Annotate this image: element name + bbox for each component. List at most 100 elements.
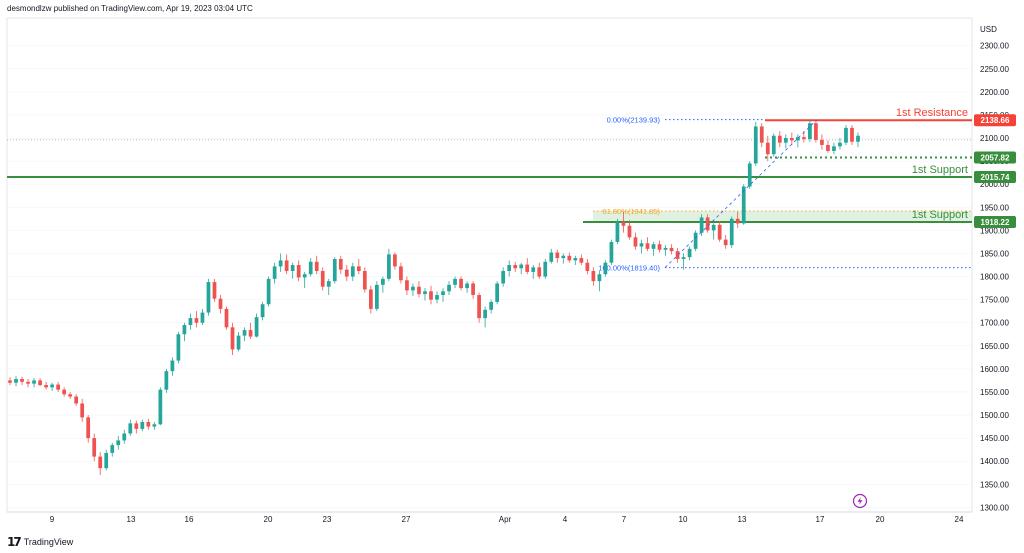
- candle[interactable]: [621, 211, 626, 233]
- candle[interactable]: [543, 258, 548, 279]
- candle[interactable]: [651, 241, 656, 256]
- candle[interactable]: [573, 255, 578, 265]
- candle[interactable]: [320, 267, 325, 291]
- candle[interactable]: [483, 306, 487, 328]
- candle[interactable]: [326, 278, 331, 296]
- candle[interactable]: [423, 288, 427, 301]
- candle[interactable]: [224, 306, 229, 330]
- candle[interactable]: [417, 281, 421, 298]
- candle[interactable]: [381, 276, 385, 293]
- candle[interactable]: [152, 421, 157, 430]
- candle[interactable]: [681, 253, 686, 270]
- candle[interactable]: [212, 278, 217, 302]
- candle[interactable]: [808, 119, 812, 142]
- candle[interactable]: [375, 281, 379, 312]
- candle[interactable]: [254, 313, 259, 338]
- candle[interactable]: [826, 140, 830, 153]
- candle[interactable]: [302, 271, 307, 289]
- candle[interactable]: [104, 449, 109, 471]
- candle[interactable]: [290, 262, 295, 279]
- candle[interactable]: [717, 221, 722, 242]
- candle[interactable]: [729, 216, 734, 248]
- candle[interactable]: [266, 276, 271, 307]
- candle[interactable]: [537, 262, 542, 279]
- candle[interactable]: [242, 327, 247, 342]
- candle[interactable]: [86, 415, 91, 443]
- candle[interactable]: [832, 142, 836, 155]
- candle[interactable]: [248, 322, 253, 339]
- candle[interactable]: [308, 258, 313, 277]
- candle[interactable]: [711, 223, 716, 240]
- candle[interactable]: [844, 125, 848, 145]
- candle[interactable]: [158, 387, 163, 426]
- candle[interactable]: [260, 301, 265, 321]
- candle[interactable]: [429, 285, 433, 305]
- candle[interactable]: [603, 260, 608, 277]
- candle[interactable]: [8, 377, 12, 386]
- candle[interactable]: [591, 267, 596, 286]
- candle[interactable]: [561, 253, 566, 264]
- candle[interactable]: [146, 418, 151, 430]
- candle[interactable]: [753, 121, 758, 166]
- candle[interactable]: [116, 435, 121, 450]
- candle[interactable]: [230, 322, 235, 356]
- candle[interactable]: [627, 220, 632, 240]
- candle[interactable]: [44, 381, 48, 390]
- candle[interactable]: [687, 246, 692, 261]
- candle[interactable]: [579, 254, 584, 265]
- candle[interactable]: [20, 376, 24, 386]
- candle[interactable]: [56, 381, 60, 392]
- candle[interactable]: [194, 311, 199, 328]
- candle[interactable]: [393, 252, 397, 270]
- candle[interactable]: [272, 262, 277, 284]
- candle[interactable]: [495, 281, 500, 305]
- candle[interactable]: [471, 281, 475, 299]
- candle[interactable]: [236, 331, 241, 352]
- candle[interactable]: [465, 281, 469, 293]
- candle[interactable]: [795, 134, 800, 148]
- candle[interactable]: [639, 239, 644, 254]
- candle[interactable]: [182, 322, 187, 342]
- candle[interactable]: [693, 230, 698, 252]
- candle[interactable]: [549, 248, 554, 264]
- candle[interactable]: [74, 394, 79, 406]
- candle[interactable]: [176, 331, 181, 364]
- candle[interactable]: [802, 131, 806, 143]
- candle[interactable]: [597, 271, 602, 292]
- candle[interactable]: [441, 288, 445, 302]
- candle[interactable]: [585, 258, 590, 275]
- candle[interactable]: [332, 257, 337, 284]
- candle[interactable]: [356, 258, 361, 275]
- candle[interactable]: [663, 245, 668, 256]
- candle[interactable]: [459, 276, 463, 291]
- candle[interactable]: [850, 125, 854, 145]
- plot-area[interactable]: [6, 17, 973, 513]
- lightning-icon[interactable]: [852, 493, 868, 509]
- candle[interactable]: [14, 375, 18, 387]
- candle[interactable]: [344, 265, 349, 282]
- candle[interactable]: [447, 281, 451, 296]
- candle[interactable]: [399, 262, 403, 284]
- candle[interactable]: [675, 247, 680, 263]
- candle[interactable]: [741, 184, 746, 225]
- candle[interactable]: [615, 218, 620, 245]
- candle[interactable]: [284, 254, 289, 275]
- candle[interactable]: [164, 368, 169, 393]
- candle[interactable]: [759, 123, 764, 148]
- candle[interactable]: [387, 248, 391, 282]
- candle[interactable]: [338, 255, 343, 275]
- candle[interactable]: [567, 252, 572, 263]
- candle[interactable]: [128, 419, 133, 436]
- candle[interactable]: [735, 211, 740, 229]
- candle[interactable]: [26, 379, 30, 388]
- candle[interactable]: [140, 419, 145, 432]
- candle[interactable]: [555, 249, 560, 263]
- candle[interactable]: [68, 391, 73, 399]
- candle[interactable]: [50, 382, 54, 392]
- candle[interactable]: [765, 135, 770, 162]
- candle[interactable]: [777, 131, 782, 148]
- candle[interactable]: [170, 357, 175, 376]
- candle[interactable]: [435, 291, 439, 304]
- candle[interactable]: [62, 387, 66, 397]
